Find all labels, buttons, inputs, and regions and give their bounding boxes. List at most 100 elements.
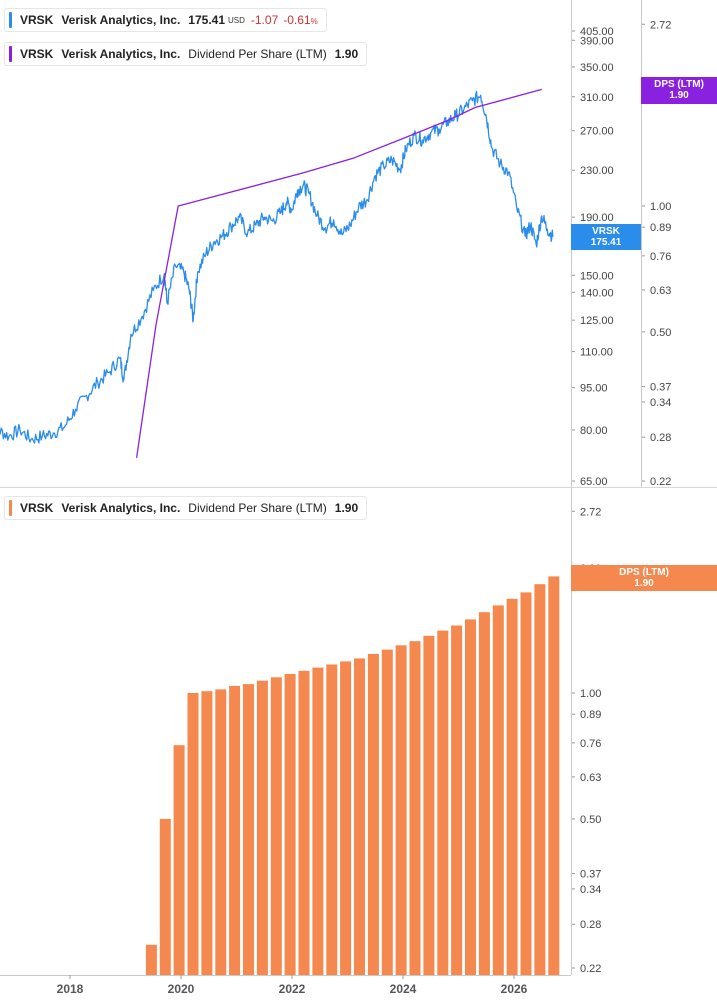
legend-dps-top-ticker: VRSK <box>20 47 54 61</box>
dps-bar-7 <box>243 684 254 975</box>
dps-bottom-price-tag: DPS (LTM) 1.90 <box>571 565 717 591</box>
dps-top-tag-label: DPS (LTM) <box>654 79 704 90</box>
price-axis-tick-270.00: 270.00 <box>580 126 614 138</box>
dps-bottom-axis-tick-0.50: 0.50 <box>580 814 601 826</box>
price-axis-tick-390.00: 390.00 <box>580 35 614 47</box>
vrsk-tag-value: 175.41 <box>590 237 622 248</box>
dps-top-axis-tick-0.50: 0.50 <box>650 327 671 339</box>
dps-bar-17 <box>381 649 393 975</box>
legend-price-color <box>9 12 12 28</box>
dps-bar-16 <box>367 653 379 975</box>
dps-bar-18 <box>395 645 407 975</box>
legend-dps-bottom-company: Verisk Analytics, Inc. <box>61 501 181 515</box>
dps-bar-5 <box>215 689 227 975</box>
vrsk-price-line <box>0 90 554 444</box>
legend-price-ticker: VRSK <box>20 13 54 27</box>
legend-dps-top-color <box>9 46 12 62</box>
dps-bar-11 <box>298 670 310 975</box>
dps-top-axis-tick-1.00: 1.00 <box>650 201 671 213</box>
dps-top-axis-tick-0.22: 0.22 <box>650 476 671 488</box>
legend-dps-top-metric: Dividend Per Share (LTM) <box>188 47 327 61</box>
x-axis-tick-2026: 2026 <box>501 982 528 996</box>
dps-ltm-line <box>135 88 542 458</box>
dps-bar-2 <box>173 745 185 975</box>
dps-bar-25 <box>492 605 504 975</box>
dps-bar-4 <box>201 691 213 975</box>
legend-price[interactable]: VRSK Verisk Analytics, Inc. 175.41 USD -… <box>4 8 327 32</box>
dps-bar-22 <box>451 625 463 975</box>
price-axis-tick-150.00: 150.00 <box>580 270 614 282</box>
dps-bottom-tag-label: DPS (LTM) <box>619 567 669 578</box>
legend-dps-bottom-value: 1.90 <box>334 501 359 515</box>
price-axis-tick-95.00: 95.00 <box>580 383 608 395</box>
dps-bar-14 <box>340 661 352 975</box>
price-axis-tick-80.00: 80.00 <box>580 425 608 437</box>
legend-dps-bottom[interactable]: VRSK Verisk Analytics, Inc. Dividend Per… <box>4 496 368 520</box>
dps-bar-23 <box>465 619 476 975</box>
dps-bar-28 <box>534 584 546 975</box>
vrsk-tag-label: VRSK <box>592 226 620 237</box>
dps-top-axis-tick-2.72: 2.72 <box>650 19 671 31</box>
legend-dps-top[interactable]: VRSK Verisk Analytics, Inc. Dividend Per… <box>4 42 368 66</box>
legend-price-value: 175.41 <box>188 13 225 27</box>
price-axis-tick-350.00: 350.00 <box>580 62 614 74</box>
dps-top-axis-tick-0.34: 0.34 <box>650 397 671 409</box>
dps-bar-10 <box>284 674 296 975</box>
dps-bottom-axis-tick-0.63: 0.63 <box>580 772 601 784</box>
price-axis-tick-405.00: 405.00 <box>580 26 614 38</box>
dps-top-axis-tick-0.28: 0.28 <box>650 432 671 444</box>
legend-price-pct-sign: % <box>310 17 318 26</box>
price-axis-tick-125.00: 125.00 <box>580 315 614 327</box>
dps-bottom-axis-tick-1.00: 1.00 <box>580 688 601 700</box>
legend-price-change: -1.07 <box>250 13 279 27</box>
dps-bar-20 <box>423 635 435 975</box>
legend-dps-top-company: Verisk Analytics, Inc. <box>61 47 181 61</box>
dps-bar-9 <box>270 677 282 975</box>
dps-bottom-axis-tick-0.89: 0.89 <box>580 709 601 721</box>
legend-price-change-pct: -0.61 <box>283 13 311 27</box>
dps-bar-19 <box>409 641 421 975</box>
dps-bottom-axis-tick-0.22: 0.22 <box>580 963 601 975</box>
dps-top-axis-tick-0.76: 0.76 <box>650 251 671 263</box>
dps-bar-13 <box>326 664 338 975</box>
price-axis-tick-65.00: 65.00 <box>580 476 608 488</box>
x-axis-tick-2018: 2018 <box>57 982 84 996</box>
dps-bar-24 <box>478 612 490 975</box>
dps-top-axis-tick-0.63: 0.63 <box>650 285 671 297</box>
dps-bar-1 <box>159 818 171 975</box>
price-axis-tick-190.00: 190.00 <box>580 212 614 224</box>
dps-bottom-axis-tick-2.72: 2.72 <box>580 506 601 518</box>
dps-bottom-axis-tick-0.28: 0.28 <box>580 919 601 931</box>
legend-price-company: Verisk Analytics, Inc. <box>61 13 181 27</box>
dps-bar-21 <box>437 630 449 975</box>
dps-bottom-tag-value: 1.90 <box>634 578 654 589</box>
dps-top-axis-tick-0.89: 0.89 <box>650 222 671 234</box>
dps-bar-12 <box>312 667 324 975</box>
price-axis-tick-140.00: 140.00 <box>580 287 614 299</box>
dps-bar-26 <box>506 598 518 975</box>
dps-bottom-axis-tick-0.76: 0.76 <box>580 738 601 750</box>
dps-top-tag-value: 1.90 <box>669 90 689 101</box>
dps-bar-0 <box>145 944 157 975</box>
dps-bar-8 <box>256 680 268 975</box>
price-axis-tick-310.00: 310.00 <box>580 92 614 104</box>
x-axis-tick-2024: 2024 <box>390 982 417 996</box>
legend-dps-bottom-ticker: VRSK <box>20 501 54 515</box>
dps-bar-27 <box>520 592 532 975</box>
dps-bar-3 <box>187 693 199 975</box>
price-axis-tick-230.00: 230.00 <box>580 165 614 177</box>
legend-price-currency: USD <box>228 15 245 25</box>
dps-top-axis-tick-0.37: 0.37 <box>650 382 671 394</box>
dps-bar-6 <box>229 685 241 975</box>
legend-dps-top-value: 1.90 <box>334 47 359 61</box>
legend-dps-bottom-metric: Dividend Per Share (LTM) <box>188 501 327 515</box>
price-axis-tick-110.00: 110.00 <box>580 347 613 359</box>
legend-dps-bottom-color <box>9 500 12 516</box>
dps-top-price-tag: DPS (LTM) 1.90 <box>641 77 717 104</box>
x-axis-tick-2022: 2022 <box>279 982 306 996</box>
dps-bottom-axis-tick-0.34: 0.34 <box>580 884 601 896</box>
vrsk-price-tag: VRSK 175.41 <box>571 224 641 250</box>
x-axis-tick-2020: 2020 <box>168 982 195 996</box>
dps-bottom-axis-tick-0.37: 0.37 <box>580 869 601 881</box>
